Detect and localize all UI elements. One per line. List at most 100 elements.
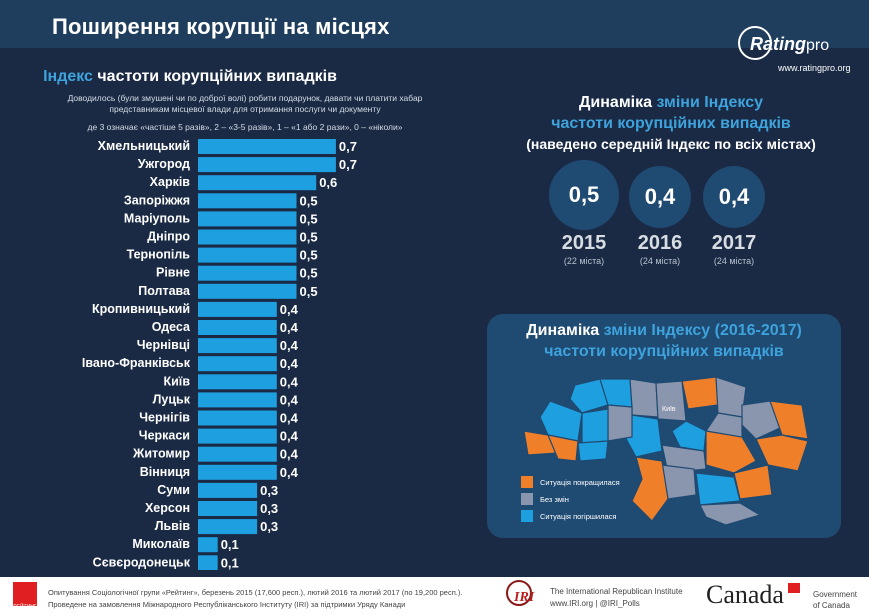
map-region-luhansk <box>769 400 809 440</box>
bar-value-label: 0,1 <box>221 537 239 552</box>
bar <box>198 519 258 535</box>
bar-value-label: 0,3 <box>260 483 278 498</box>
rating-logo-icon <box>13 582 37 606</box>
footer-line-2: Проведене на замовлення Міжнародного Рес… <box>48 600 406 609</box>
bar <box>198 229 297 245</box>
map-region-kherson <box>695 472 741 506</box>
bar <box>198 157 336 173</box>
bar-category-label: Вінниця <box>140 465 190 479</box>
map-region-khmelnytskyi <box>607 404 633 442</box>
bar-value-label: 0,1 <box>221 555 239 570</box>
map-region-chernivtsi <box>577 440 609 462</box>
bar-value-label: 0,4 <box>280 302 299 317</box>
page-title: Поширення корупції на місцях <box>52 14 390 39</box>
dynamics-circle-2017: 0,4 <box>703 166 765 228</box>
bar-value-label: 0,5 <box>300 230 318 245</box>
bar-value-label: 0,7 <box>339 139 357 154</box>
bar-chart-scale-note: де 3 означає «частіше 5 разів», 2 – «3-5… <box>87 122 403 132</box>
gov-line-1: Government <box>813 590 858 599</box>
year-note-2017: (24 міста) <box>713 256 755 266</box>
legend-label-worse: Ситуація погіршилася <box>540 512 617 521</box>
map-region-crimea <box>699 502 762 525</box>
iri-logo-text: IRI <box>514 590 535 605</box>
bar-category-label: Одеса <box>152 320 191 334</box>
bar <box>198 428 277 444</box>
logo-name: Ratingpro <box>750 34 830 54</box>
legend-swatch-worse <box>521 510 533 522</box>
bar-category-label: Хмельницький <box>98 139 190 153</box>
map-region-chernihiv <box>681 376 719 410</box>
bar-category-label: Чернівці <box>137 338 190 352</box>
bar-category-label: Сєвєродонецьк <box>93 555 191 569</box>
bar-value-label: 0,4 <box>280 320 299 335</box>
bar-value-label: 0,5 <box>300 193 318 208</box>
canada-wordmark: Canada <box>706 580 784 609</box>
bar-category-label: Миколаїв <box>132 537 190 551</box>
year-2016: 2016 <box>637 232 683 254</box>
bar <box>198 356 277 372</box>
bar-value-label: 0,6 <box>319 175 337 190</box>
legend-swatch-improved <box>521 476 533 488</box>
bar <box>198 537 218 553</box>
bar-category-label: Запоріжжя <box>124 193 190 207</box>
bar-value-label: 0,5 <box>300 284 318 299</box>
bar-category-label: Луцьк <box>153 392 191 406</box>
rating-logo-text: РЕЙТИНГ <box>13 604 37 610</box>
bar <box>198 446 277 462</box>
bar-chart-title: Індекс частоти корупційних випадків <box>43 68 337 85</box>
bar <box>198 338 277 354</box>
bar-value-label: 0,4 <box>280 356 299 371</box>
bar-value-label: 0,3 <box>260 501 278 516</box>
bar-value-label: 0,4 <box>280 411 299 426</box>
bar-value-label: 0,4 <box>280 392 299 407</box>
map-region-ternopil <box>581 408 609 444</box>
bar-category-label: Маріуполь <box>124 211 190 225</box>
map-region-kyiv-oblast <box>655 380 687 422</box>
bar <box>198 247 297 263</box>
legend-label-nochange: Без змін <box>540 495 569 504</box>
legend-label-improved: Ситуація покращилася <box>540 478 620 487</box>
bar-value-label: 0,3 <box>260 519 278 534</box>
footer <box>0 577 869 615</box>
bar <box>198 139 336 154</box>
bar-value-label: 0,4 <box>280 338 299 353</box>
bar-category-label: Чернігів <box>139 411 190 425</box>
bar-value-label: 0,4 <box>280 447 299 462</box>
iri-name: The International Republican Institute <box>550 587 683 596</box>
bar-category-label: Рівне <box>156 266 190 280</box>
bar-value-label: 0,4 <box>280 465 299 480</box>
bar <box>198 410 277 426</box>
map-region-cherkasy <box>671 420 707 452</box>
gov-line-2: of Canada <box>813 601 850 610</box>
map-region-volyn <box>569 378 609 414</box>
bar-category-label: Житомир <box>132 447 190 461</box>
dynamics-circle-2015: 0,5 <box>549 160 619 230</box>
bar-value-label: 0,5 <box>300 211 318 226</box>
map-kyiv-label: Київ <box>662 406 676 413</box>
bar <box>198 501 258 516</box>
bar-category-label: Дніпро <box>147 230 190 244</box>
year-note-2015: (22 міста) <box>563 256 605 266</box>
iri-site: www.IRI.org | @IRI_Polls <box>550 599 640 608</box>
logo-url: www.ratingpro.org <box>778 63 851 73</box>
map-region-dnipro <box>705 430 757 474</box>
dynamics-title: Динаміка зміни Індексу частоти корупційн… <box>526 94 816 152</box>
footer-line-1: Опитування Соціологічної групи «Рейтинг»… <box>48 588 463 597</box>
ratingpro-logo: Ratingpro www.ratingpro.org <box>738 26 858 76</box>
bar <box>198 283 297 299</box>
map-region-odesa <box>631 456 669 522</box>
bar-category-label: Харків <box>150 175 191 189</box>
year-note-2016: (24 міста) <box>639 256 681 266</box>
bar-category-label: Тернопіль <box>127 248 191 262</box>
bar-category-label: Київ <box>163 374 190 388</box>
bar-category-label: Кропивницький <box>92 302 190 316</box>
bar <box>198 320 277 335</box>
ukraine-map: Київ <box>523 376 809 525</box>
bar <box>198 301 277 317</box>
bar-chart: Хмельницький 0,7 Ужгород 0,7 Харків 0,6 Запорі… <box>82 139 357 570</box>
bar-chart-note: Доводилось (були змушені чи по доброї во… <box>67 93 423 114</box>
bar <box>198 193 297 209</box>
bar-category-label: Івано-Франківськ <box>82 356 191 370</box>
bar <box>198 175 317 191</box>
bar <box>198 482 258 498</box>
